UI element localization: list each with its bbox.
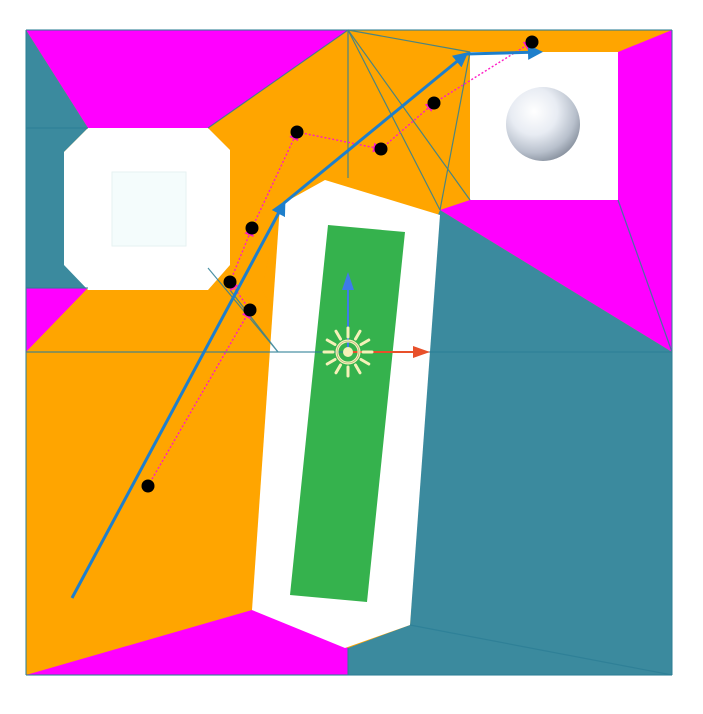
region-top-right-magenta xyxy=(618,30,672,352)
gizmo-x-arrow-icon[interactable] xyxy=(413,346,430,358)
waypoint[interactable] xyxy=(374,142,388,156)
light-ray xyxy=(334,329,342,341)
region-top-left-teal xyxy=(26,30,88,288)
waypoints xyxy=(141,35,539,493)
obstacles xyxy=(64,52,618,648)
sphere-object-icon[interactable] xyxy=(506,87,580,161)
gizmo-y-arrow-icon[interactable] xyxy=(342,272,354,290)
light-ray xyxy=(359,338,371,346)
smoothed-path xyxy=(70,44,543,599)
region-bottom-left-magenta xyxy=(26,610,348,675)
waypoint[interactable] xyxy=(525,35,539,49)
light-ray xyxy=(359,358,371,366)
waypoint[interactable] xyxy=(290,125,304,139)
light-ray xyxy=(354,329,362,341)
waypoint[interactable] xyxy=(427,96,441,110)
light-ray xyxy=(325,358,337,366)
waypoint[interactable] xyxy=(141,479,155,493)
navmesh-edges xyxy=(25,29,673,676)
green-platform[interactable] xyxy=(290,225,405,602)
waypoint[interactable] xyxy=(245,221,259,235)
region-upper-middle-orange xyxy=(208,30,672,290)
region-top-left-magenta xyxy=(26,30,348,128)
light-ray xyxy=(325,338,337,346)
region-right-magenta xyxy=(440,200,672,352)
light-gizmo-icon[interactable] xyxy=(322,326,374,378)
cube-top-face xyxy=(111,171,187,247)
light-ray xyxy=(354,363,362,375)
waypoint[interactable] xyxy=(243,303,257,317)
waypoint[interactable] xyxy=(223,275,237,289)
light-ray xyxy=(334,363,342,375)
